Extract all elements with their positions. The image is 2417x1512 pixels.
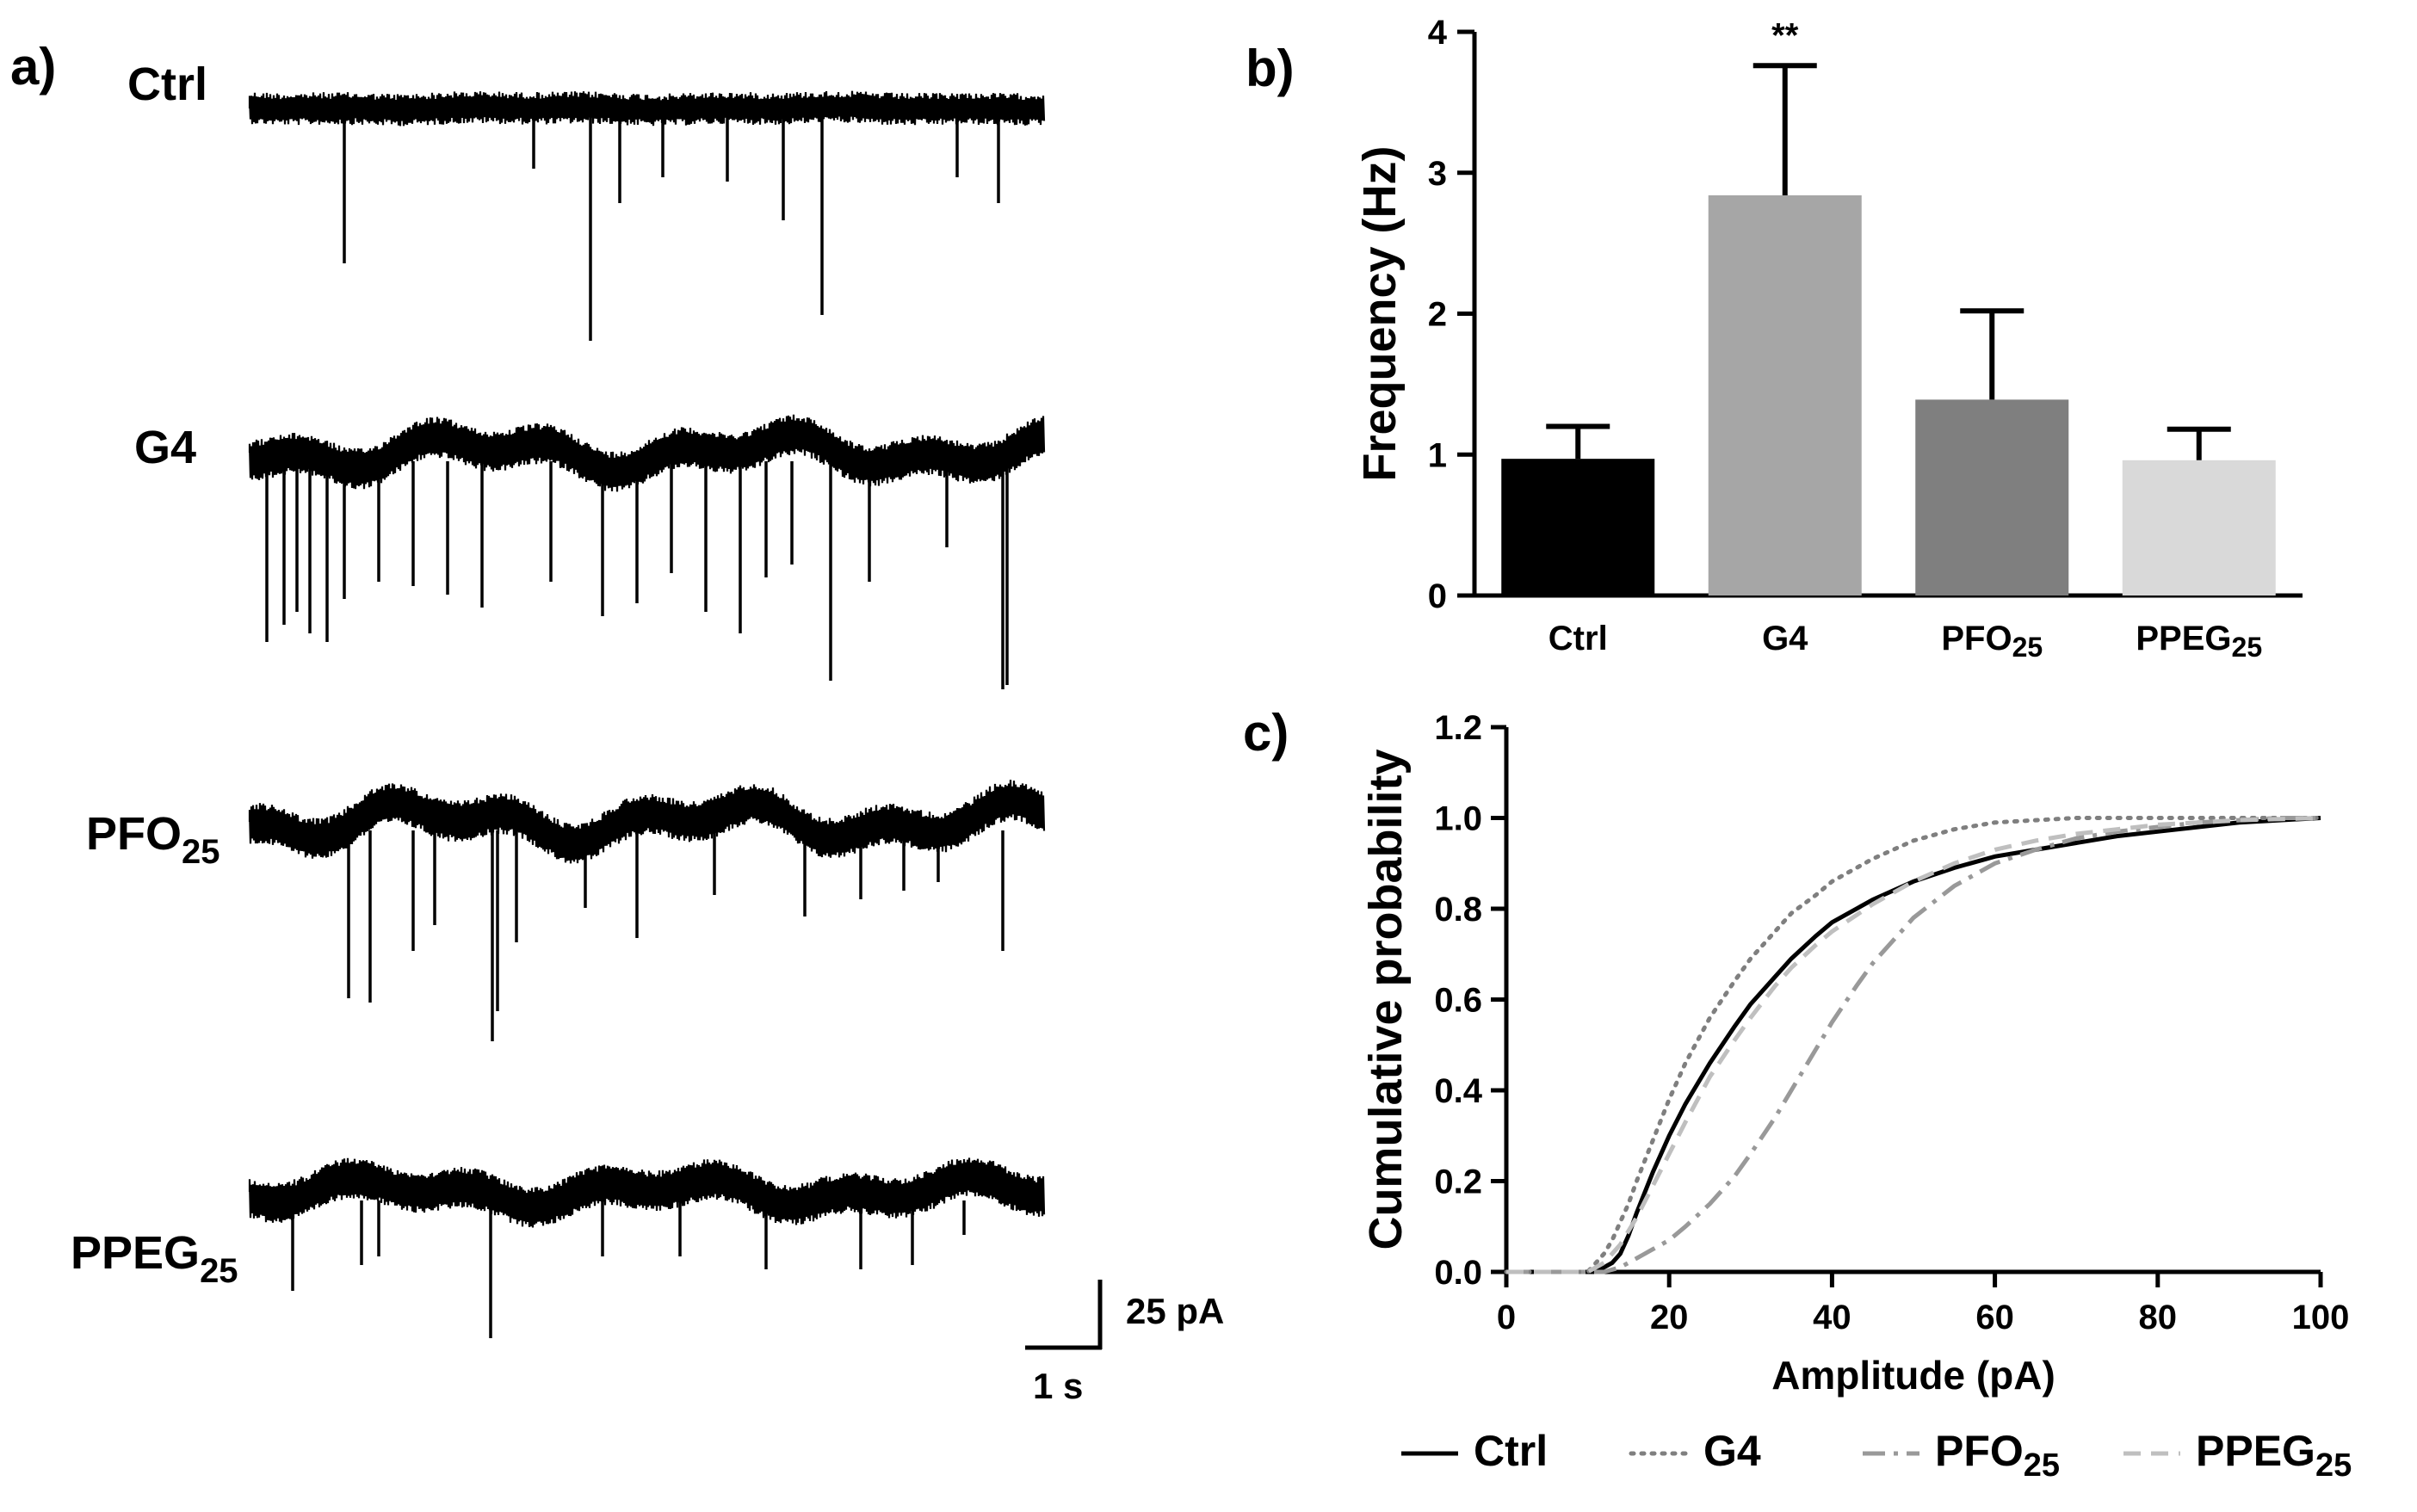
- x-tick-label: PPEG25: [2136, 620, 2262, 663]
- trace-labels: Ctrl G4 PFO25 PPEG25: [71, 59, 238, 1290]
- trace-1: [248, 90, 1046, 127]
- series-line-ctrl: [1506, 816, 2321, 1274]
- x-tick-label: G4: [1762, 620, 1808, 657]
- panel-a: a) Ctrl G4 PFO25 PPEG25 25 pA 1 s: [10, 38, 1224, 1406]
- panel-c: c) 0.0 0.2 0.4 0.6 0.8 1.0 1.2 0 20 40 60 80 100 Cumu…: [1243, 704, 2352, 1484]
- x-tick-label: 100: [2292, 1299, 2350, 1336]
- x-tick-label: 20: [1650, 1299, 1689, 1336]
- y-tick-label: 0.6: [1434, 982, 1482, 1020]
- series-line-g4: [1504, 816, 2323, 1274]
- y-tick-label: 0: [1428, 577, 1447, 615]
- y-tick-label: 0.2: [1434, 1163, 1482, 1201]
- trace-4: [248, 1157, 1046, 1228]
- scale-bar-current-label: 25 pA: [1126, 1291, 1224, 1331]
- chart-legend: Ctrl G4 PFO25 PPEG25: [1401, 1427, 2352, 1484]
- y-tick-label: 4: [1428, 14, 1448, 52]
- bar-ctrl: [1501, 459, 1655, 596]
- x-axis-label: Amplitude (pA): [1771, 1353, 2055, 1398]
- cumulative-chart: 0.0 0.2 0.4 0.6 0.8 1.0 1.2 0 20 40 60 80 100 Cumulat…: [1360, 709, 2349, 1398]
- y-tick-label: 3: [1428, 155, 1447, 193]
- trace-label-ctrl: Ctrl: [127, 59, 207, 110]
- panel-c-label: c): [1243, 704, 1289, 762]
- x-tick-label: 0: [1497, 1299, 1516, 1336]
- series-line-pfo: [1506, 816, 2321, 1274]
- trace-2: [248, 414, 1046, 492]
- x-tick-label: 60: [1975, 1299, 2014, 1336]
- y-axis-label: Cumulative probability: [1360, 749, 1412, 1250]
- panel-b: b) 0 1 2 3 4 Frequency (Hz) Ctrl G4 ** PFO25 PPEG2…: [1246, 14, 2303, 663]
- panel-b-label: b): [1246, 40, 1295, 97]
- current-traces: [248, 90, 1046, 1338]
- scale-bar: 25 pA 1 s: [1025, 1280, 1224, 1406]
- legend-label-ppeg: PPEG25: [2196, 1427, 2352, 1484]
- bar-pfo: [1915, 399, 2069, 596]
- panel-a-label: a): [10, 38, 56, 96]
- x-tick-label: Ctrl: [1548, 620, 1608, 657]
- x-tick-label: PFO25: [1941, 620, 2043, 663]
- significance-marker: **: [1771, 16, 1799, 54]
- bar-g4: [1708, 194, 1862, 596]
- legend-label-g4: G4: [1703, 1427, 1761, 1475]
- trace-label-ppeg25: PPEG25: [71, 1227, 238, 1290]
- y-tick-label: 2: [1428, 296, 1447, 334]
- trace-label-g4: G4: [134, 422, 196, 473]
- series-line-ppeg: [1506, 816, 2321, 1274]
- bar-ppeg: [2122, 460, 2276, 596]
- x-tick-label: 80: [2139, 1299, 2178, 1336]
- y-tick-label: 1.0: [1434, 800, 1482, 838]
- legend-label-ctrl: Ctrl: [1474, 1427, 1548, 1475]
- y-axis-label: Frequency (Hz): [1354, 145, 1406, 481]
- scale-bar-time-label: 1 s: [1033, 1366, 1083, 1406]
- y-tick-label: 0.0: [1434, 1254, 1482, 1292]
- trace-3: [248, 780, 1046, 864]
- y-tick-label: 0.8: [1434, 891, 1482, 929]
- bar-chart: 0 1 2 3 4 Frequency (Hz) Ctrl G4 ** PFO25 PPEG25: [1354, 14, 2303, 663]
- trace-label-pfo25: PFO25: [86, 808, 220, 871]
- y-tick-label: 1: [1428, 436, 1447, 474]
- x-tick-label: 40: [1813, 1299, 1851, 1336]
- y-tick-label: 1.2: [1434, 709, 1482, 747]
- legend-label-pfo: PFO25: [1935, 1427, 2060, 1484]
- y-tick-label: 0.4: [1434, 1072, 1482, 1110]
